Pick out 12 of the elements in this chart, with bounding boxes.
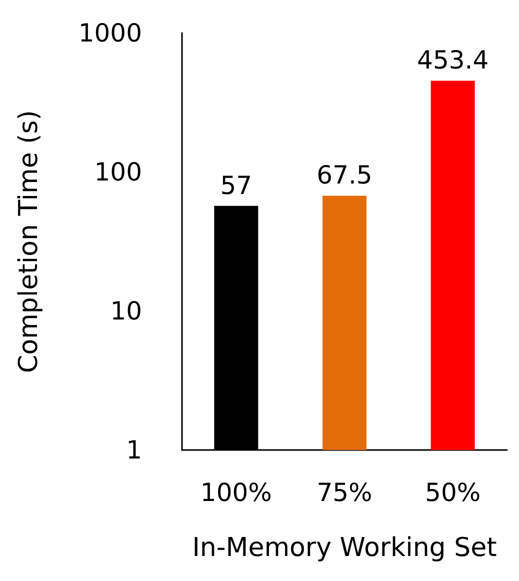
data-label: 453.4 bbox=[417, 46, 489, 75]
y-tick-label: 100 bbox=[94, 158, 142, 186]
y-tick-label: 10 bbox=[110, 296, 142, 326]
data-label: 57 bbox=[220, 170, 252, 200]
data-label: 67.5 bbox=[316, 160, 372, 190]
y-tick-label: 1 bbox=[126, 436, 142, 464]
x-tick-label: 75% bbox=[316, 478, 372, 507]
y-axis-title: Completion Time (s) bbox=[14, 110, 44, 373]
x-tick-label: 50% bbox=[425, 478, 481, 507]
x-tick-label: 100% bbox=[200, 478, 272, 507]
x-axis-title: In-Memory Working Set bbox=[192, 533, 497, 563]
y-tick-label: 1000 bbox=[78, 18, 142, 48]
